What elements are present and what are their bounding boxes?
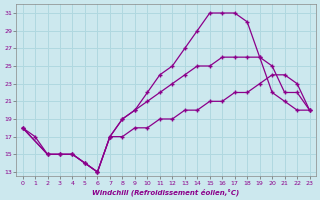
X-axis label: Windchill (Refroidissement éolien,°C): Windchill (Refroidissement éolien,°C) <box>92 188 240 196</box>
